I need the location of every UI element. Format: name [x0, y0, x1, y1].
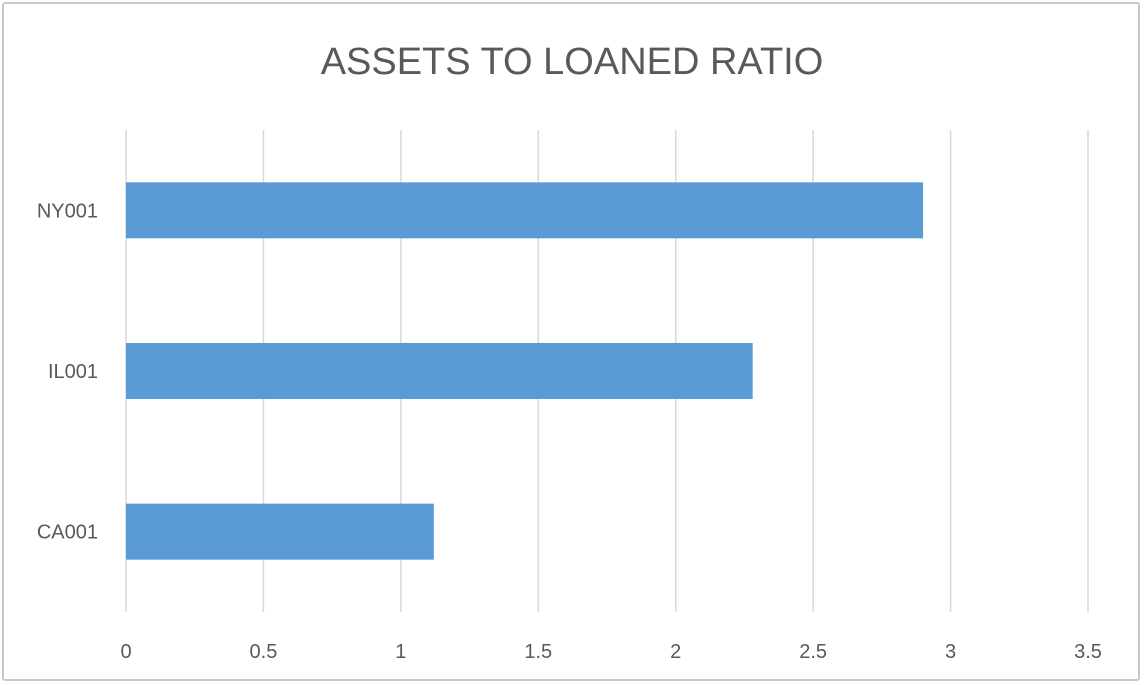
bar-ca001: [126, 503, 434, 560]
x-tick-label: 2.5: [799, 641, 827, 663]
chart-title: ASSETS TO LOANED RATIO: [321, 41, 824, 83]
bars: [126, 182, 924, 560]
x-tick-label: 1: [395, 641, 406, 663]
x-tick-label: 0.5: [250, 641, 278, 663]
bar-ny001: [126, 182, 924, 239]
x-tick-label: 1.5: [524, 641, 552, 663]
category-label-il001: IL001: [48, 361, 98, 383]
value-axis-labels: 0 0.5 1 1.5 2 2.5 3 3.5: [120, 641, 1101, 663]
x-tick-label: 0: [120, 641, 131, 663]
bar-il001: [126, 343, 753, 399]
category-label-ny001: NY001: [37, 200, 98, 222]
x-tick-label: 3.5: [1074, 641, 1102, 663]
category-axis-labels: NY001 IL001 CA001: [37, 200, 98, 543]
category-label-ca001: CA001: [37, 522, 98, 544]
x-tick-label: 2: [670, 641, 681, 663]
x-tick-label: 3: [945, 641, 956, 663]
